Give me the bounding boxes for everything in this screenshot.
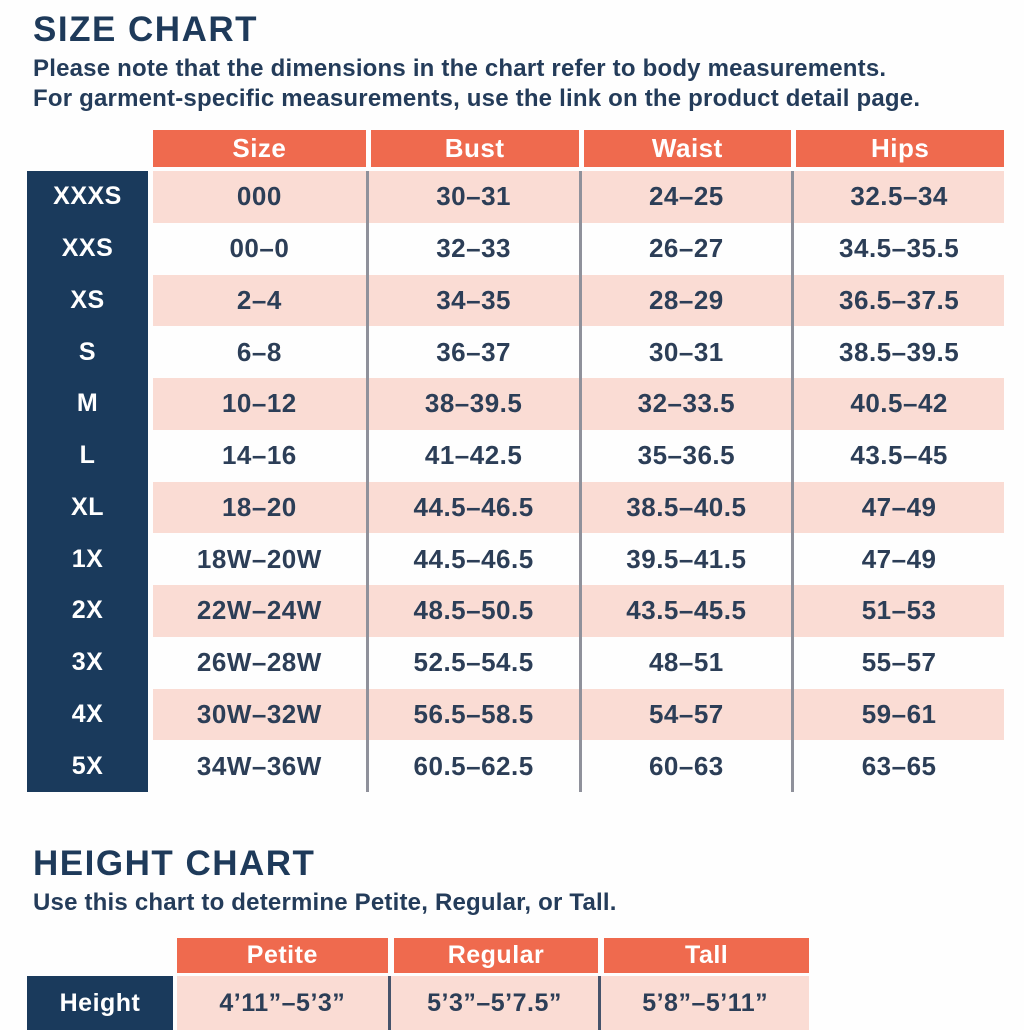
size-cell-xxs-hips: 34.5–35.5 <box>791 222 1004 275</box>
size-cell-s-hips: 38.5–39.5 <box>791 326 1004 378</box>
size-cell-s-size: 6–8 <box>153 326 366 378</box>
size-cell-xs-bust: 34–35 <box>365 274 579 327</box>
size-cell-4x-hips: 59–61 <box>791 688 1004 741</box>
size-cell-4x-waist: 54–57 <box>578 688 792 741</box>
size-cell-m-waist: 32–33.5 <box>578 378 792 430</box>
size-cell-1x-waist: 39.5–41.5 <box>578 533 792 585</box>
size-chart-note-line1: Please note that the dimensions in the c… <box>33 55 887 82</box>
size-cell-2x-bust: 48.5–50.5 <box>365 585 579 637</box>
size-row-label-2x: 2X <box>71 596 104 625</box>
size-cell-5x-waist: 60–63 <box>578 740 792 792</box>
size-cell-3x-hips: 55–57 <box>791 636 1004 689</box>
size-row-label-xs: XS <box>70 285 105 314</box>
size-cell-xxs-waist: 26–27 <box>578 222 792 275</box>
size-cell-l-hips: 43.5–45 <box>791 429 1004 482</box>
size-table-header-bust: Bust <box>365 130 579 167</box>
height-value-regular: 5’3”–5’7.5” <box>387 976 599 1030</box>
size-cell-5x-bust: 60.5–62.5 <box>365 740 579 792</box>
size-cell-5x-size: 34W–36W <box>153 740 366 792</box>
size-cell-2x-hips: 51–53 <box>791 585 1004 637</box>
size-cell-m-hips: 40.5–42 <box>791 378 1004 430</box>
size-cell-xl-bust: 44.5–46.5 <box>365 481 579 534</box>
size-table-header-hips: Hips <box>791 130 1004 167</box>
size-row-label-xxs: XXS <box>61 234 114 263</box>
size-cell-xxxs-hips: 32.5–34 <box>791 171 1004 223</box>
height-chart-title: HEIGHT CHART <box>33 844 316 883</box>
size-cell-xxxs-waist: 24–25 <box>578 171 792 223</box>
height-table-header-tall: Tall <box>598 938 809 973</box>
size-cell-l-bust: 41–42.5 <box>365 429 579 482</box>
size-cell-1x-bust: 44.5–46.5 <box>365 533 579 585</box>
size-cell-xxs-bust: 32–33 <box>365 222 579 275</box>
height-table-body: Height 4’11”–5’3” 5’3”–5’7.5” 5’8”–5’11” <box>27 976 809 1030</box>
size-row-label-xl: XL <box>71 492 104 521</box>
size-cell-xxs-size: 00–0 <box>153 222 366 275</box>
size-cell-m-bust: 38–39.5 <box>365 378 579 430</box>
height-table-header-regular: Regular <box>387 938 599 973</box>
size-cell-m-size: 10–12 <box>153 378 366 430</box>
size-cell-xs-hips: 36.5–37.5 <box>791 274 1004 327</box>
size-cell-l-size: 14–16 <box>153 429 366 482</box>
size-cell-2x-size: 22W–24W <box>153 585 366 637</box>
size-cell-l-waist: 35–36.5 <box>578 429 792 482</box>
size-cell-5x-hips: 63–65 <box>791 740 1004 792</box>
size-row-label-l: L <box>79 441 96 470</box>
height-value-tall: 5’8”–5’11” <box>598 976 809 1030</box>
size-chart-title: SIZE CHART <box>33 10 258 49</box>
size-row-label-s: S <box>78 337 97 366</box>
size-cell-xs-waist: 28–29 <box>578 274 792 327</box>
size-cell-xxxs-size: 000 <box>153 171 366 223</box>
size-cell-3x-bust: 52.5–54.5 <box>365 636 579 689</box>
size-cell-xs-size: 2–4 <box>153 274 366 327</box>
size-cell-3x-size: 26W–28W <box>153 636 366 689</box>
size-cell-xl-size: 18–20 <box>153 481 366 534</box>
size-table-header-waist: Waist <box>578 130 792 167</box>
size-row-label-xxxs: XXXS <box>53 182 122 211</box>
size-cell-xl-hips: 47–49 <box>791 481 1004 534</box>
size-cell-s-waist: 30–31 <box>578 326 792 378</box>
size-cell-4x-bust: 56.5–58.5 <box>365 688 579 741</box>
size-table-header-row: Size Bust Waist Hips <box>153 130 1004 167</box>
size-table-body: XXXS XXS XS S M L XL 1X 2X 3X 4X 5X 000 30–31 24–25 32… <box>27 171 1004 792</box>
size-cell-1x-hips: 47–49 <box>791 533 1004 585</box>
size-row-label-m: M <box>76 389 99 418</box>
size-row-label-3x: 3X <box>71 648 104 677</box>
size-table-label-col: XXXS XXS XS S M L XL 1X 2X 3X 4X 5X <box>27 171 148 792</box>
size-row-label-1x: 1X <box>71 544 104 573</box>
height-table-header-row: Petite Regular Tall <box>177 938 809 973</box>
size-cell-1x-size: 18W–20W <box>153 533 366 585</box>
height-value-petite: 4’11”–5’3” <box>177 976 388 1030</box>
size-cell-4x-size: 30W–32W <box>153 688 366 741</box>
size-cell-s-bust: 36–37 <box>365 326 579 378</box>
size-row-label-5x: 5X <box>71 751 104 780</box>
height-table-header-petite: Petite <box>177 938 388 973</box>
size-cell-xxxs-bust: 30–31 <box>365 171 579 223</box>
size-row-label-4x: 4X <box>71 699 104 728</box>
size-cell-3x-waist: 48–51 <box>578 636 792 689</box>
height-chart-table: Petite Regular Tall Height 4’11”–5’3” 5’… <box>27 938 809 1030</box>
height-row-label: Height <box>27 976 173 1030</box>
size-cell-2x-waist: 43.5–45.5 <box>578 585 792 637</box>
size-chart-table: Size Bust Waist Hips XXXS XXS XS S M L XL 1X 2X 3… <box>27 130 1004 792</box>
size-chart-note-line2: For garment-specific measurements, use t… <box>33 85 921 112</box>
size-table-data-grid: 000 30–31 24–25 32.5–34 00–0 32–33 26–27 34.5–3… <box>153 171 1004 792</box>
size-cell-xl-waist: 38.5–40.5 <box>578 481 792 534</box>
size-table-header-size: Size <box>153 130 366 167</box>
height-values-row: 4’11”–5’3” 5’3”–5’7.5” 5’8”–5’11” <box>177 976 809 1030</box>
height-chart-subtitle: Use this chart to determine Petite, Regu… <box>33 889 617 916</box>
